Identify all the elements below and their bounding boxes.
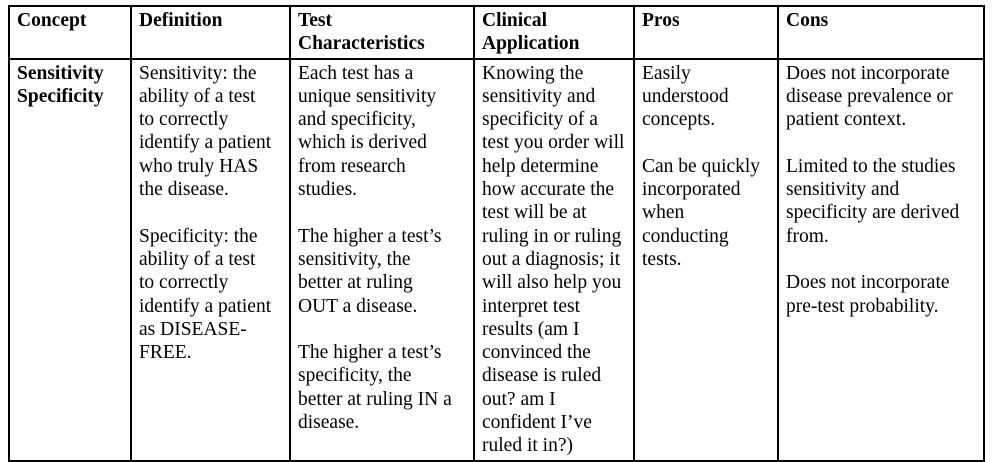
cell-paragraph: Each test has a unique sensitivity and s… — [298, 62, 437, 201]
cell-cons: Does not incorporate disease prevalence … — [777, 57, 985, 462]
cell-paragraph: Can be quickly incorporated when conduct… — [642, 155, 761, 270]
column-header-clinical-application: Clinical Application — [473, 5, 635, 60]
cell-pros: Easily understood concepts. Can be quickl… — [633, 57, 779, 462]
concept-comparison-table: Concept Definition Test Characteristics … — [8, 5, 985, 462]
cell-paragraph: The higher a test’s specificity, the bet… — [298, 342, 452, 434]
column-header-test-characteristics: Test Characteristics — [289, 5, 475, 60]
cell-clinical-application: Knowing the sensitivity and specificity … — [473, 57, 635, 462]
cell-definition: Sensitivity: the ability of a test to co… — [130, 57, 291, 462]
column-header-definition: Definition — [130, 5, 291, 60]
cell-paragraph: Does not incorporate pre-test probabilit… — [786, 272, 950, 317]
cell-paragraph: The higher a test’s sensitivity, the bet… — [298, 225, 442, 317]
header-row: Concept Definition Test Characteristics … — [8, 5, 985, 60]
cell-test-characteristics: Each test has a unique sensitivity and s… — [289, 57, 475, 462]
table-row: Sensitivity Specificity Sensitivity: the… — [8, 57, 985, 462]
column-header-concept: Concept — [8, 5, 132, 60]
cell-paragraph: Limited to the studies sensitivity and s… — [786, 155, 960, 247]
cell-paragraph: Knowing the sensitivity and specificity … — [482, 62, 625, 457]
cell-paragraph: Specificity: the ability of a test to co… — [139, 225, 272, 364]
cell-paragraph: Easily understood concepts. — [642, 62, 729, 131]
cell-paragraph: Does not incorporate disease prevalence … — [786, 62, 953, 131]
cell-concept: Sensitivity Specificity — [8, 57, 132, 462]
column-header-pros: Pros — [633, 5, 779, 60]
column-header-cons: Cons — [777, 5, 985, 60]
cell-paragraph: Sensitivity: the ability of a test to co… — [139, 62, 272, 201]
